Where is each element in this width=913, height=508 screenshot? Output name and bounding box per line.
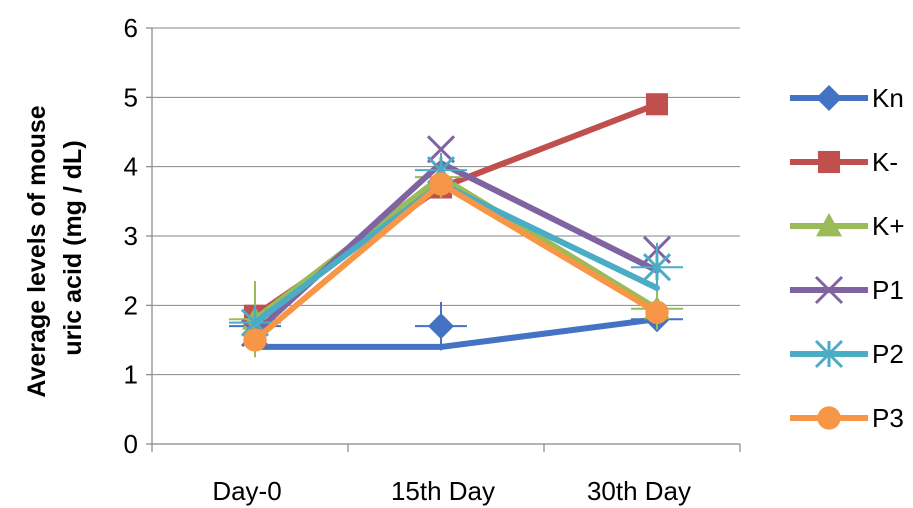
legend-marker [814, 339, 844, 369]
y-axis-label: Average levels of mouse uric acid (mg / … [23, 98, 87, 397]
x-tick-labels: Day-0 15th Day 30th Day [212, 476, 691, 506]
legend-label: P1 [872, 275, 904, 305]
series-k- [243, 93, 669, 327]
data-point [426, 135, 456, 164]
legend-item-p3: P3 [790, 403, 904, 433]
legend-marker [817, 406, 841, 430]
y-tick-label: 0 [124, 429, 138, 459]
legend-item-p1: P1 [790, 275, 904, 305]
marker-shape [429, 172, 453, 196]
data-point [645, 93, 669, 116]
data-point [642, 253, 672, 282]
series-line [252, 316, 660, 350]
marker-shape [428, 313, 454, 340]
legend-label: K+ [872, 211, 905, 241]
legend-label: Kn [872, 83, 904, 113]
data-point [645, 300, 669, 324]
series-line [252, 181, 660, 326]
legend-item-k-: K- [790, 147, 898, 177]
marker-stroke [814, 275, 844, 305]
legend-label: K- [872, 147, 898, 177]
y-tick-label: 4 [124, 152, 138, 182]
marker-shape [645, 93, 669, 116]
marker-shape [816, 85, 842, 111]
y-tick-label: 3 [124, 221, 138, 251]
legend-marker [816, 213, 842, 237]
legend-label: P2 [872, 339, 904, 369]
marker-shape [243, 328, 267, 352]
legend-label: P3 [872, 403, 904, 433]
y-tick-label: 2 [124, 290, 138, 320]
marker-shape [817, 406, 841, 430]
legend-item-p2: P2 [790, 339, 904, 369]
series-layer [229, 93, 683, 358]
series-line [252, 174, 660, 323]
legend-item-kn: Kn [790, 83, 904, 113]
series-p3 [243, 172, 669, 352]
legend-marker [816, 85, 842, 111]
marker-stroke [426, 135, 456, 164]
x-tick-label: Day-0 [212, 476, 281, 506]
y-tick-label: 6 [124, 13, 138, 43]
legend-marker [814, 275, 844, 305]
y-tick-label: 5 [124, 82, 138, 112]
series-line [252, 101, 660, 319]
data-point [243, 328, 267, 352]
legend-marker [817, 150, 841, 174]
data-point [428, 313, 454, 340]
series-kn [229, 301, 683, 351]
legend: Kn K- K+ P1 P2 P3 [790, 83, 905, 433]
y-axis-label-line-2: uric acid (mg / dL) [59, 140, 87, 355]
series-p1 [240, 135, 672, 348]
data-point [429, 172, 453, 196]
y-axis-label-line-1: Average levels of mouse [23, 105, 51, 397]
x-tick-label: 30th Day [587, 476, 691, 506]
legend-item-k-: K+ [790, 211, 905, 241]
y-tick-labels: 0 1 2 3 4 5 6 [124, 13, 138, 459]
marker-shape [816, 213, 842, 237]
axes [146, 27, 741, 452]
x-tick-label: 15th Day [391, 476, 495, 506]
marker-shape [817, 150, 841, 174]
y-tick-label: 1 [124, 360, 138, 390]
marker-shape [645, 300, 669, 324]
